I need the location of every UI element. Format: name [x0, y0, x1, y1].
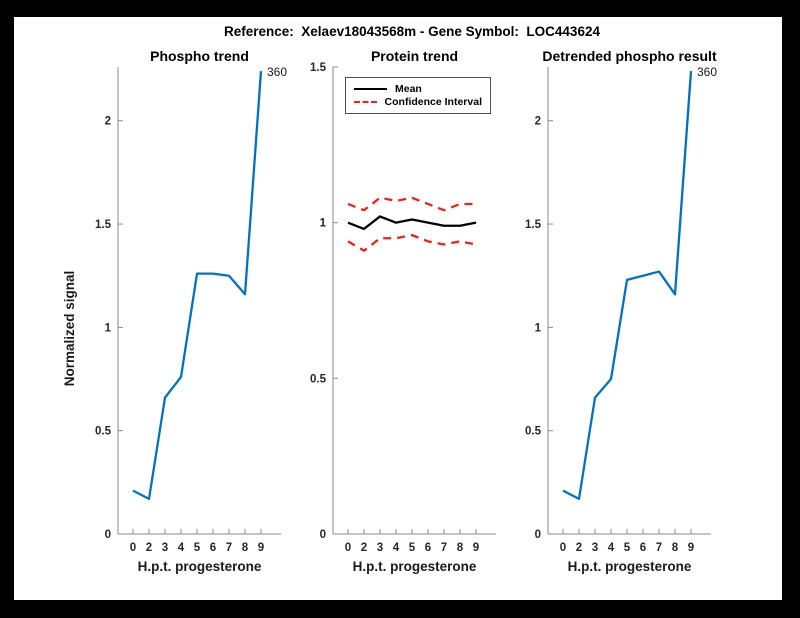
x-axis-label: H.p.t. progesterone [138, 559, 262, 574]
y-tick-label: 1 [535, 322, 542, 334]
x-tick-label: 8 [672, 542, 679, 554]
x-tick-label: 6 [210, 542, 216, 554]
series-line-phospho [132, 71, 263, 501]
x-tick-label: 3 [162, 542, 168, 554]
legend-label-confidence-interval: Confidence Interval [384, 96, 482, 108]
x-tick-label: 2 [146, 542, 152, 554]
x-tick-label: 6 [640, 542, 646, 554]
x-tick-label: 4 [608, 542, 615, 554]
point-annotation: 360 [697, 65, 717, 79]
y-tick-label: 2 [105, 116, 111, 128]
legend-item-mean: Mean [354, 82, 482, 95]
x-tick-label: 9 [258, 542, 264, 554]
x-tick-label: 9 [688, 542, 694, 554]
y-tick-label: 1 [105, 322, 112, 334]
y-tick-label: 0.5 [525, 426, 542, 438]
x-tick-label: 0 [560, 542, 566, 554]
confidence-line-sample [354, 101, 377, 104]
mean-line-sample [354, 87, 387, 90]
subplot-title: Protein trend [371, 48, 458, 64]
y-axis-label: Normalized signal [62, 271, 77, 387]
x-tick-label: 5 [194, 542, 201, 554]
x-tick-label: 0 [345, 542, 351, 554]
x-tick-label: 7 [226, 542, 232, 554]
x-tick-label: 3 [377, 542, 383, 554]
x-tick-label: 8 [242, 542, 249, 554]
figure-title: Reference: Xelaev18043568m - Gene Symbol… [224, 24, 600, 39]
y-tick-label: 0.5 [95, 426, 112, 438]
legend-label-mean: Mean [395, 82, 422, 95]
y-tick-label: 1 [320, 218, 327, 230]
x-axis-label: H.p.t. progesterone [568, 559, 692, 574]
x-tick-label: 7 [656, 542, 662, 554]
x-tick-label: 5 [624, 542, 631, 554]
series-line-confidence-interval-upper- [347, 196, 476, 212]
subplot-title: Detrended phospho result [542, 48, 717, 64]
x-tick-label: 8 [457, 542, 464, 554]
x-axis-label: H.p.t. progesterone [353, 559, 477, 574]
series-line-mean [347, 215, 477, 231]
y-tick-label: 0 [105, 529, 111, 541]
x-tick-label: 2 [576, 542, 582, 554]
y-tick-label: 1.5 [525, 219, 542, 231]
y-tick-label: 2 [535, 116, 541, 128]
figure-canvas: Reference: Xelaev18043568m - Gene Symbol… [14, 17, 782, 600]
series-line-confidence-interval-lower- [347, 233, 477, 252]
x-tick-label: 2 [361, 542, 367, 554]
x-tick-label: 9 [473, 542, 479, 554]
x-tick-label: 6 [425, 542, 431, 554]
y-tick-label: 1.5 [310, 62, 327, 74]
x-tick-label: 4 [178, 542, 185, 554]
legend: Mean Confidence Interval [345, 77, 491, 114]
subplot-title: Phospho trend [150, 48, 249, 64]
y-tick-label: 0 [320, 529, 326, 541]
x-tick-label: 0 [130, 542, 136, 554]
series-line-detrended-phospho [562, 71, 693, 501]
legend-item-confidence-interval: Confidence Interval [354, 97, 482, 108]
x-tick-label: 4 [393, 542, 400, 554]
y-tick-label: 0 [535, 529, 541, 541]
x-tick-label: 7 [441, 542, 447, 554]
y-tick-label: 0.5 [310, 373, 327, 385]
point-annotation: 360 [267, 65, 287, 79]
x-tick-label: 5 [409, 542, 416, 554]
x-tick-label: 3 [592, 542, 598, 554]
y-tick-label: 1.5 [95, 219, 112, 231]
